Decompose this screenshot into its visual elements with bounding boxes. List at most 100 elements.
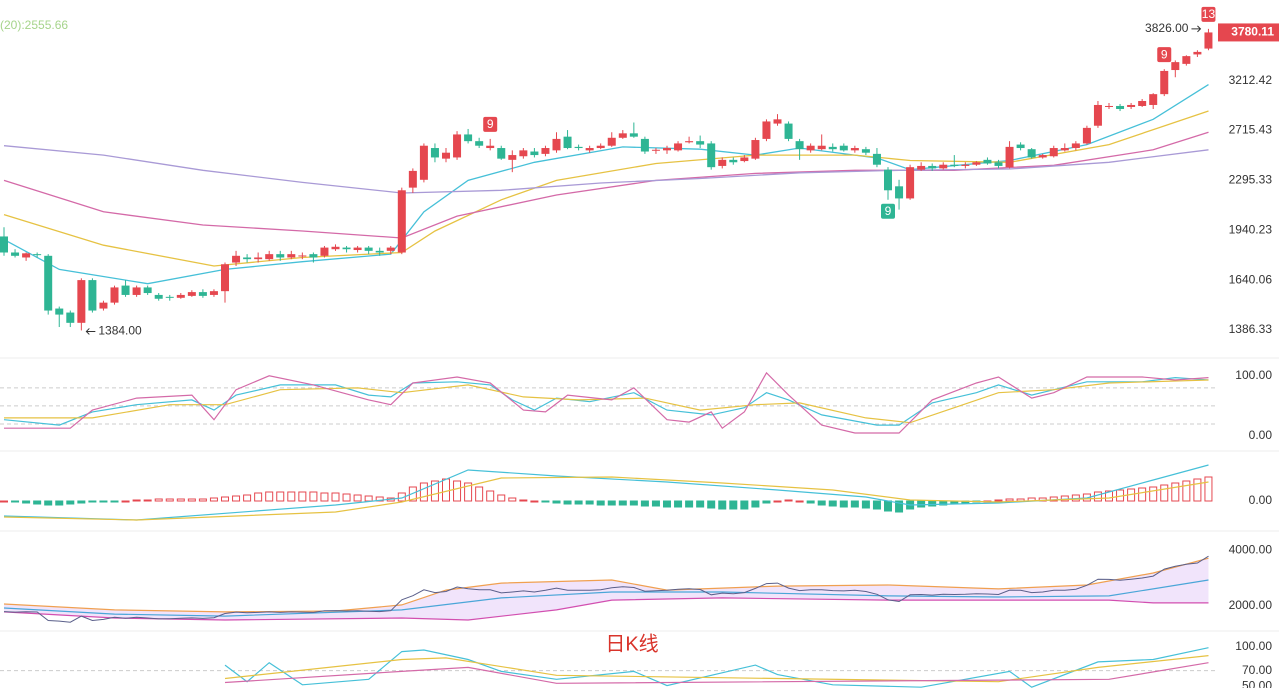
indicator-line	[3, 476, 1209, 521]
macd-bar	[1182, 480, 1191, 502]
macd-bar	[298, 491, 307, 502]
candle-body	[596, 145, 605, 149]
candle-body	[696, 141, 705, 145]
macd-bar	[663, 500, 671, 508]
macd-bar	[276, 491, 285, 502]
macd-bar	[254, 492, 263, 502]
macd-bar	[0, 500, 8, 503]
candle-body	[331, 246, 340, 250]
macd-bar	[66, 500, 75, 505]
candle-body	[884, 169, 892, 191]
macd-bar	[99, 500, 108, 503]
candle-body	[607, 137, 616, 146]
candle-body	[198, 292, 207, 296]
candle-body	[342, 247, 351, 250]
candle-body	[530, 151, 539, 156]
macd-bar	[1193, 478, 1202, 502]
panel	[3, 555, 1209, 623]
candle-body	[729, 159, 738, 163]
macd-bar	[154, 498, 163, 502]
candle-body	[994, 162, 1003, 166]
indicator-line	[3, 131, 1209, 239]
panel	[0, 464, 1213, 521]
last-price: 3780.11	[1231, 25, 1274, 39]
candle-body	[1038, 155, 1047, 158]
panel	[0, 371, 1216, 434]
macd-bar	[309, 491, 318, 502]
candle-body	[320, 247, 329, 256]
macd-bar	[674, 500, 683, 508]
candle-body	[121, 285, 130, 295]
candle-body	[1193, 51, 1202, 55]
macd-bar	[839, 500, 848, 508]
macd-bar	[806, 500, 815, 504]
macd-bar	[221, 496, 229, 502]
candle-body	[1049, 148, 1058, 157]
td-count: 9	[1161, 47, 1168, 61]
indicator-line	[224, 647, 1209, 688]
macd-bar	[850, 500, 859, 508]
panel	[0, 647, 1216, 688]
candle-body	[1160, 70, 1169, 95]
td-badge	[1201, 6, 1216, 22]
close-line	[3, 555, 1209, 623]
y-tick-label: 1386.33	[1229, 322, 1273, 336]
y-tick-label: 100.00	[1235, 639, 1272, 653]
ma-legend: (20):2555.66	[0, 18, 68, 32]
macd-bar	[187, 498, 196, 502]
candle-body	[364, 247, 373, 251]
candle-body	[839, 145, 848, 151]
candle-body	[165, 296, 174, 298]
macd-bar	[552, 500, 561, 504]
y-tick-label: 50.00	[1242, 679, 1272, 688]
candle-body	[906, 167, 915, 199]
candle-body	[486, 145, 495, 149]
macd-bar	[530, 500, 539, 503]
macd-bar	[464, 482, 473, 502]
candle-body	[44, 255, 53, 311]
macd-bar	[243, 494, 252, 502]
candle-body	[674, 143, 683, 151]
macd-bar	[994, 499, 1003, 502]
candle-body	[132, 287, 141, 295]
indicator-line	[4, 371, 1209, 434]
macd-bar	[486, 490, 495, 502]
candle-body	[895, 186, 904, 199]
candle-body	[276, 254, 285, 258]
macd-bar	[607, 500, 616, 506]
y-tick-label: 4000.00	[1229, 542, 1273, 556]
candle-body	[585, 148, 594, 151]
candle-body	[928, 165, 937, 169]
macd-bar	[508, 497, 517, 502]
candle-body	[143, 287, 152, 294]
y-tick-label: 2000.00	[1229, 598, 1273, 612]
candle-body	[1093, 104, 1102, 126]
candle-body	[1027, 149, 1036, 158]
macd-bar	[563, 500, 572, 505]
candle-body	[209, 291, 218, 295]
indicator-line	[3, 557, 1209, 613]
candle-body	[475, 141, 484, 146]
macd-bar	[773, 500, 782, 503]
macd-bar	[707, 500, 716, 509]
macd-bar	[651, 500, 660, 507]
candle-body	[232, 255, 241, 263]
macd-bar	[884, 500, 892, 512]
macd-bar	[784, 499, 793, 502]
macd-bar	[1160, 484, 1169, 502]
watermark: 日K线	[605, 632, 658, 655]
macd-bar	[1005, 498, 1014, 502]
candle-body	[88, 280, 97, 311]
macd-bar	[430, 480, 439, 502]
candle-body	[773, 119, 782, 124]
candle-body	[917, 165, 926, 170]
candle-body	[154, 294, 163, 299]
candle-body	[939, 164, 948, 169]
panel	[0, 28, 1213, 331]
indicator-line	[3, 579, 1209, 617]
candle-body	[618, 133, 627, 138]
candle-body	[187, 292, 196, 296]
macd-bar	[419, 482, 428, 502]
macd-bar	[817, 500, 826, 506]
